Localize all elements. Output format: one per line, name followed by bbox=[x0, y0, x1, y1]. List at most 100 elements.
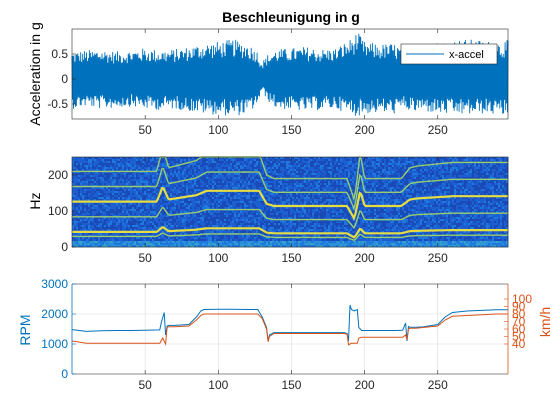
spectrogram-cell bbox=[132, 189, 135, 192]
spectrogram-cell bbox=[118, 209, 121, 212]
spectrogram-cell bbox=[88, 243, 91, 246]
spectrogram-cell bbox=[286, 175, 289, 178]
spectrogram-cell bbox=[150, 181, 153, 184]
spectrogram-cell bbox=[124, 167, 127, 170]
spectrogram-cell bbox=[254, 231, 257, 234]
spectrogram-cell bbox=[186, 239, 189, 242]
spectrogram-cell bbox=[116, 219, 119, 222]
spectrogram-cell bbox=[116, 225, 119, 228]
spectrogram-cell bbox=[100, 161, 103, 164]
spectrogram-cell bbox=[150, 217, 153, 220]
spectrogram-cell bbox=[282, 207, 285, 210]
spectrogram-cell bbox=[146, 221, 149, 224]
spectrogram-cell bbox=[188, 223, 191, 226]
spectrogram-cell bbox=[266, 195, 269, 198]
spectrogram-cell bbox=[202, 219, 205, 222]
spectrogram-cell bbox=[120, 177, 123, 180]
spectrogram-cell bbox=[276, 207, 279, 210]
spectrogram-cell bbox=[104, 163, 107, 166]
spectrogram-cell bbox=[232, 205, 235, 208]
spectrogram-cell bbox=[212, 169, 215, 172]
spectrogram-cell bbox=[126, 205, 129, 208]
spectrogram-cell bbox=[152, 189, 155, 192]
spectrogram-cell bbox=[274, 161, 277, 164]
spectrogram-cell bbox=[98, 197, 101, 200]
spectrogram-cell bbox=[194, 241, 197, 244]
spectrogram-cell bbox=[160, 211, 163, 214]
spectrogram-cell bbox=[162, 237, 165, 240]
spectrogram-cell bbox=[212, 213, 215, 216]
spectrogram-cell bbox=[206, 159, 209, 162]
spectrogram-cell bbox=[140, 159, 143, 162]
spectrogram-cell bbox=[174, 189, 177, 192]
spectrogram-cell bbox=[240, 243, 243, 246]
spectrogram-cell bbox=[150, 159, 153, 162]
spectrogram-cell bbox=[140, 213, 143, 216]
spectrogram-cell bbox=[156, 223, 159, 226]
spectrogram-cell bbox=[194, 159, 197, 162]
spectrogram-cell bbox=[280, 209, 283, 212]
spectrogram-cell bbox=[152, 179, 155, 182]
spectrogram-cell bbox=[194, 173, 197, 176]
spectrogram-cell bbox=[150, 213, 153, 216]
spectrogram-cell bbox=[270, 223, 273, 226]
spectrogram-cell bbox=[74, 211, 77, 214]
spectrogram-cell bbox=[146, 175, 149, 178]
spectrogram-cell bbox=[276, 199, 279, 202]
spectrogram-cell bbox=[214, 167, 217, 170]
spectrogram-cell bbox=[88, 199, 91, 202]
spectrogram-cell bbox=[272, 215, 275, 218]
spectrogram-cell bbox=[136, 181, 139, 184]
spectrogram-cell bbox=[232, 197, 235, 200]
spectrogram-cell bbox=[118, 237, 121, 240]
spectrogram-cell bbox=[200, 183, 203, 186]
spectrogram-cell bbox=[82, 245, 85, 248]
spectrogram-cell bbox=[256, 203, 259, 206]
spectrogram-cell bbox=[226, 181, 229, 184]
spectrogram-cell bbox=[288, 245, 291, 248]
spectrogram-cell bbox=[272, 199, 275, 202]
spectrogram-cell bbox=[178, 177, 181, 180]
spectrogram-cell bbox=[268, 187, 271, 190]
spectrogram-cell bbox=[112, 213, 115, 216]
spectrogram-cell bbox=[92, 219, 95, 222]
spectrogram-cell bbox=[176, 221, 179, 224]
spectrogram-cell bbox=[116, 241, 119, 244]
spectrogram-cell bbox=[210, 185, 213, 188]
spectrogram-cell bbox=[178, 217, 181, 220]
spectrogram-cell bbox=[76, 225, 79, 228]
spectrogram-cell bbox=[224, 239, 227, 242]
spectrogram-cell bbox=[86, 229, 89, 232]
spectrogram-cell bbox=[136, 179, 139, 182]
spectrogram-cell bbox=[184, 245, 187, 248]
spectrogram-cell bbox=[290, 165, 293, 168]
spectrogram-cell bbox=[290, 187, 293, 190]
spectrogram-cell bbox=[174, 185, 177, 188]
spectrogram-cell bbox=[136, 193, 139, 196]
spectrogram-cell bbox=[278, 167, 281, 170]
spectrogram-cell bbox=[138, 171, 141, 174]
spectrogram-cell bbox=[92, 169, 95, 172]
spectrogram-cell bbox=[162, 199, 165, 202]
spectrogram-cell bbox=[206, 203, 209, 206]
spectrogram-cell bbox=[146, 205, 149, 208]
spectrogram-cell bbox=[72, 223, 75, 226]
spectrogram-cell bbox=[156, 191, 159, 194]
spectrogram-cell bbox=[92, 171, 95, 174]
spectrogram-cell bbox=[94, 195, 97, 198]
spectrogram-cell bbox=[84, 213, 87, 216]
spectrogram-cell bbox=[292, 165, 295, 168]
spectrogram-cell bbox=[120, 229, 123, 232]
spectrogram-cell bbox=[92, 179, 95, 182]
spectrogram-cell bbox=[106, 243, 109, 246]
spectrogram-cell bbox=[104, 193, 107, 196]
spectrogram-cell bbox=[222, 217, 225, 220]
spectrogram-cell bbox=[176, 195, 179, 198]
spectrogram-cell bbox=[178, 167, 181, 170]
spectrogram-cell bbox=[232, 237, 235, 240]
spectrogram-cell bbox=[104, 179, 107, 182]
spectrogram-cell bbox=[252, 161, 255, 164]
spectrogram-cell bbox=[258, 235, 261, 238]
spectrogram-cell bbox=[268, 245, 271, 248]
spectrogram-cell bbox=[180, 201, 183, 204]
